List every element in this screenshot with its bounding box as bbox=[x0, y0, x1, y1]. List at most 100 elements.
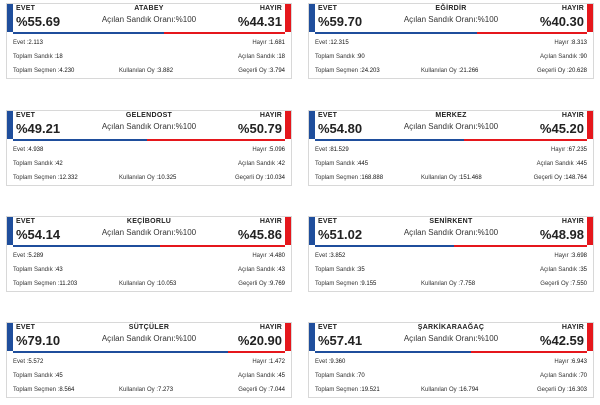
total-ballot-boxes: Toplam Sandık :18 bbox=[13, 54, 63, 60]
district-name: SÜTÇÜLER bbox=[128, 324, 170, 331]
district-card: EVET HAYIR %57.41 %42.59 ŞARKİKARAAĞAÇ A… bbox=[308, 322, 594, 398]
opened-ballot-boxes: Açılan Sandık :445 bbox=[536, 161, 587, 167]
evet-color-bar bbox=[309, 111, 315, 139]
opened-ballot-boxes: Açılan Sandık :45 bbox=[237, 373, 285, 379]
evet-count: Evet :12.315 bbox=[315, 40, 349, 46]
votes-cast: Kullanılan Oy :10.325 bbox=[119, 175, 177, 181]
evet-color-bar bbox=[309, 217, 315, 245]
district-name: SENİRKENT bbox=[429, 218, 473, 225]
evet-count: Evet :9.360 bbox=[315, 359, 346, 365]
hayir-percent: %44.31 bbox=[237, 14, 282, 29]
evet-percent: %54.80 bbox=[318, 121, 363, 136]
hayir-percent: %45.86 bbox=[237, 227, 282, 242]
evet-label: EVET bbox=[318, 218, 338, 225]
hayir-count: Hayır :6.943 bbox=[554, 359, 587, 365]
evet-percent: %54.14 bbox=[16, 227, 61, 242]
hayir-count: Hayır :8.313 bbox=[554, 40, 587, 46]
district-card: EVET HAYIR %79.10 %20.90 SÜTÇÜLER Açılan… bbox=[6, 322, 292, 398]
hayir-count: Hayır :3.698 bbox=[554, 253, 587, 259]
evet-color-bar bbox=[7, 217, 13, 245]
evet-percent: %49.21 bbox=[16, 121, 61, 136]
hayir-count: Hayır :1.472 bbox=[252, 359, 285, 365]
vote-share-bar bbox=[13, 139, 285, 141]
hayir-label: HAYIR bbox=[259, 5, 282, 12]
evet-count: Evet :3.852 bbox=[315, 253, 346, 259]
opened-ballot-boxes: Açılan Sandık :70 bbox=[539, 373, 587, 379]
valid-votes: Geçerli Oy :20.628 bbox=[536, 68, 587, 74]
hayir-percent: %45.20 bbox=[539, 121, 584, 136]
evet-label: EVET bbox=[318, 324, 338, 331]
district-card: EVET HAYIR %51.02 %48.98 SENİRKENT Açıla… bbox=[308, 216, 594, 292]
total-voters: Toplam Seçmen :11.203 bbox=[13, 281, 78, 287]
evet-label: EVET bbox=[318, 112, 338, 119]
hayir-percent: %40.30 bbox=[539, 14, 584, 29]
opened-ballot-rate: Açılan Sandık Oranı:%100 bbox=[101, 334, 197, 343]
evet-count: Evet :2.113 bbox=[13, 40, 43, 46]
evet-color-bar bbox=[309, 323, 315, 351]
evet-label: EVET bbox=[16, 324, 36, 331]
total-voters: Toplam Seçmen :12.332 bbox=[13, 175, 78, 181]
valid-votes: Geçerli Oy :7.550 bbox=[540, 281, 587, 287]
opened-ballot-rate: Açılan Sandık Oranı:%100 bbox=[101, 122, 197, 131]
hayir-percent: %42.59 bbox=[539, 333, 584, 348]
hayir-count: Hayır :1.681 bbox=[252, 40, 285, 46]
valid-votes: Geçerli Oy :16.303 bbox=[536, 387, 587, 393]
hayir-color-bar bbox=[285, 323, 291, 351]
opened-ballot-rate: Açılan Sandık Oranı:%100 bbox=[403, 122, 499, 131]
opened-ballot-boxes: Açılan Sandık :90 bbox=[539, 54, 587, 60]
total-ballot-boxes: Toplam Sandık :35 bbox=[315, 267, 365, 273]
district-card: EVET HAYIR %59.70 %40.30 EĞİRDİR Açılan … bbox=[308, 3, 594, 79]
vote-share-bar bbox=[315, 139, 587, 141]
evet-color-bar bbox=[7, 323, 13, 351]
hayir-color-bar bbox=[285, 111, 291, 139]
votes-cast: Kullanılan Oy :7.273 bbox=[119, 387, 174, 393]
total-ballot-boxes: Toplam Sandık :42 bbox=[13, 161, 63, 167]
hayir-label: HAYIR bbox=[561, 324, 584, 331]
votes-cast: Kullanılan Oy :3.882 bbox=[119, 68, 174, 74]
hayir-label: HAYIR bbox=[561, 5, 584, 12]
district-name: ŞARKİKARAAĞAÇ bbox=[417, 324, 485, 331]
hayir-color-bar bbox=[285, 4, 291, 32]
vote-share-bar bbox=[315, 245, 587, 247]
votes-cast: Kullanılan Oy :151.468 bbox=[421, 175, 482, 181]
evet-label: EVET bbox=[16, 112, 36, 119]
evet-color-bar bbox=[7, 111, 13, 139]
vote-share-bar bbox=[13, 32, 285, 34]
total-ballot-boxes: Toplam Sandık :90 bbox=[315, 54, 365, 60]
opened-ballot-rate: Açılan Sandık Oranı:%100 bbox=[101, 228, 197, 237]
hayir-label: HAYIR bbox=[259, 324, 282, 331]
hayir-color-bar bbox=[587, 323, 593, 351]
total-ballot-boxes: Toplam Sandık :445 bbox=[315, 161, 369, 167]
valid-votes: Geçerli Oy :148.764 bbox=[533, 175, 587, 181]
district-card: EVET HAYIR %49.21 %50.79 GELENDOST Açıla… bbox=[6, 110, 292, 186]
district-card: EVET HAYIR %55.69 %44.31 ATABEY Açılan S… bbox=[6, 3, 292, 79]
valid-votes: Geçerli Oy :7.044 bbox=[238, 387, 285, 393]
hayir-percent: %50.79 bbox=[237, 121, 282, 136]
valid-votes: Geçerli Oy :10.034 bbox=[234, 175, 285, 181]
evet-count: Evet :81.529 bbox=[315, 147, 349, 153]
valid-votes: Geçerli Oy :3.794 bbox=[238, 68, 285, 74]
evet-percent: %57.41 bbox=[318, 333, 363, 348]
opened-ballot-rate: Açılan Sandık Oranı:%100 bbox=[403, 334, 499, 343]
district-name: EĞİRDİR bbox=[435, 5, 467, 12]
total-voters: Toplam Seçmen :9.155 bbox=[315, 281, 377, 287]
votes-cast: Kullanılan Oy :7.758 bbox=[421, 281, 476, 287]
hayir-label: HAYIR bbox=[259, 112, 282, 119]
district-name: KEÇİBORLU bbox=[126, 218, 172, 225]
vote-share-bar bbox=[13, 245, 285, 247]
evet-label: EVET bbox=[16, 5, 36, 12]
hayir-percent: %20.90 bbox=[237, 333, 282, 348]
vote-share-bar bbox=[315, 351, 587, 353]
hayir-count: Hayır :67.235 bbox=[550, 147, 587, 153]
opened-ballot-rate: Açılan Sandık Oranı:%100 bbox=[403, 15, 499, 24]
votes-cast: Kullanılan Oy :10.053 bbox=[119, 281, 177, 287]
total-ballot-boxes: Toplam Sandık :45 bbox=[13, 373, 63, 379]
total-ballot-boxes: Toplam Sandık :43 bbox=[13, 267, 63, 273]
evet-label: EVET bbox=[16, 218, 36, 225]
opened-ballot-boxes: Açılan Sandık :42 bbox=[237, 161, 285, 167]
evet-percent: %51.02 bbox=[318, 227, 363, 242]
hayir-color-bar bbox=[587, 217, 593, 245]
evet-count: Evet :5.289 bbox=[13, 253, 44, 259]
total-voters: Toplam Seçmen :19.521 bbox=[315, 387, 380, 393]
hayir-count: Hayır :4.480 bbox=[252, 253, 285, 259]
